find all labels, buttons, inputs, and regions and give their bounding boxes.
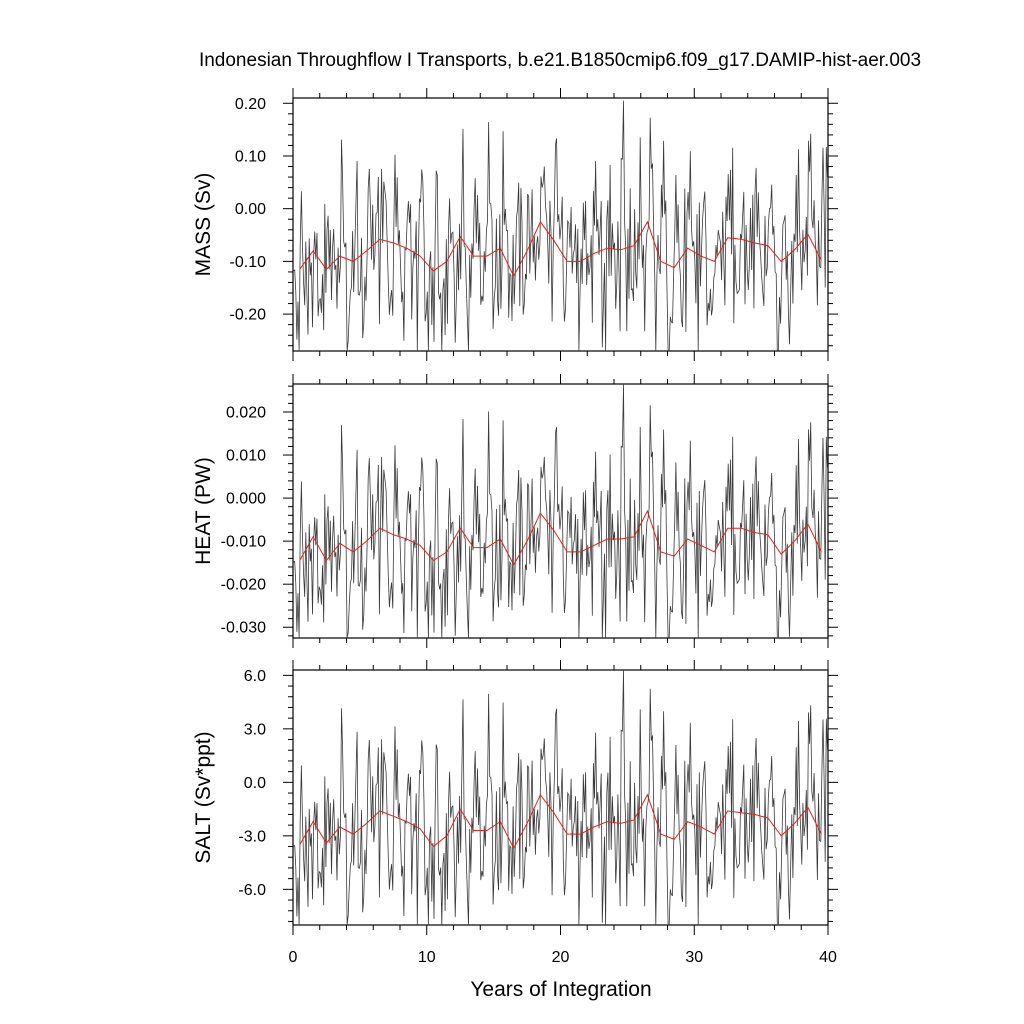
annual-mean-series-line [299,220,822,278]
annual-mean-series-line [299,509,822,566]
panel-1: 0.20 0.10 0.00 -0.10 -0.20 MASS (Sv) [192,88,838,361]
annual-mean-series-line [299,793,822,850]
y-tick-label: 6.0 [244,668,266,685]
panels-group: 0.20 0.10 0.00 -0.10 -0.20 MASS (Sv) 0.020 0.01… [192,88,838,935]
y-tick-label: -0.20 [230,307,267,324]
y-tick-label: -6.0 [238,882,266,899]
y-tick-label: -0.030 [221,620,266,637]
x-tick-label: 40 [819,949,837,966]
y-axis-label: HEAT (PW) [192,457,215,565]
y-tick-label: 0.020 [226,404,266,421]
x-axis-label: Years of Integration [470,978,651,1001]
monthly-series-line [293,100,828,351]
y-axis-label: MASS (Sv) [192,173,215,277]
y-tick-label: 3.0 [244,721,266,738]
y-tick-label: 0.10 [235,148,266,165]
y-tick-label: 0.20 [235,96,266,113]
panel-2: 0.020 0.010 0.000 -0.010 -0.020 -0.030 HEAT (P… [192,374,838,648]
chart-title: Indonesian Throughflow I Transports, b.e… [199,50,921,71]
x-tick-label: 10 [418,949,436,966]
y-tick-label: 0.0 [244,775,266,792]
y-tick-label: 0.000 [226,491,266,508]
x-tick-label: 20 [552,949,570,966]
y-tick-label: -0.010 [221,534,266,551]
x-tick-label: 0 [289,949,298,966]
y-tick-label: -0.020 [221,577,266,594]
y-tick-label: -3.0 [238,828,266,845]
monthly-series-line [293,670,828,925]
x-tick-labels: 0 10 20 30 40 [289,949,837,966]
panel-3: 6.0 3.0 0.0 -3.0 -6.0 SALT (Sv*ppt) [192,660,838,935]
y-axis-label: SALT (Sv*ppt) [192,731,215,863]
y-tick-label: 0.00 [235,201,266,218]
y-tick-label: 0.010 [226,448,266,465]
y-tick-label: -0.10 [230,254,267,271]
monthly-series-line [293,384,828,638]
x-tick-label: 30 [685,949,703,966]
